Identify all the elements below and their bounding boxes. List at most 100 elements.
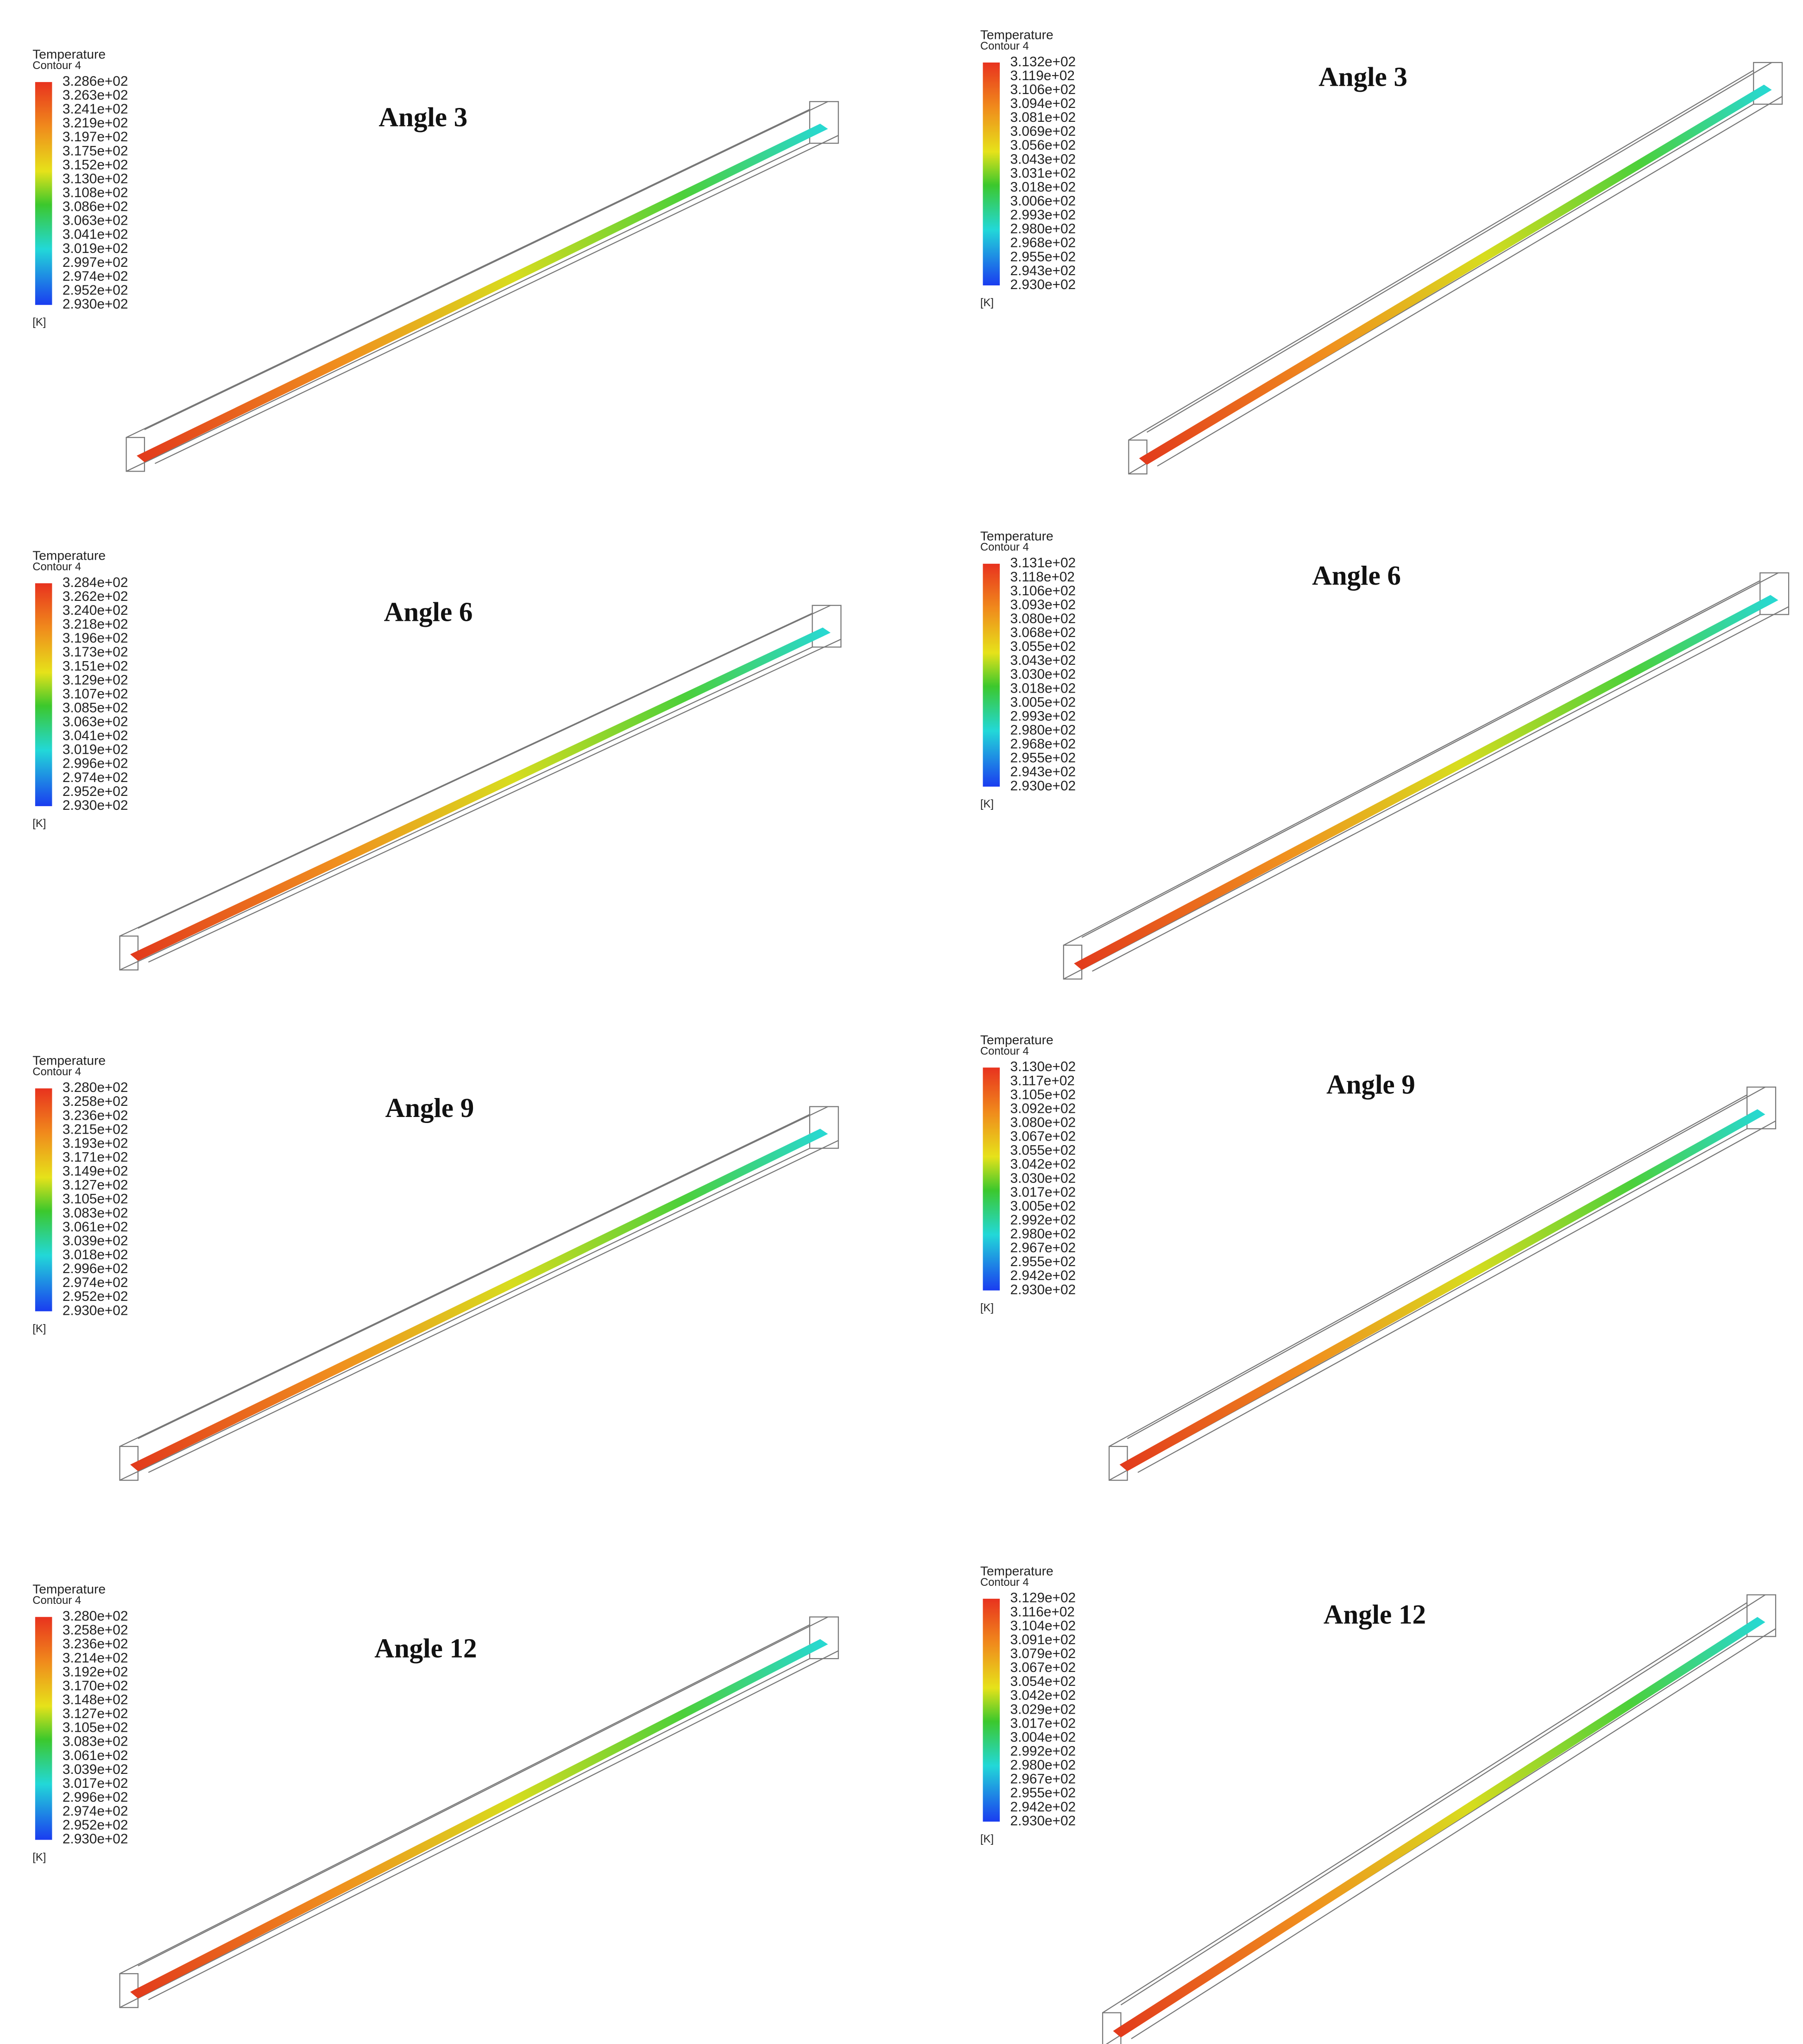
legend-label: 2.930e+02 bbox=[63, 297, 128, 312]
beam-outline bbox=[148, 1650, 839, 2000]
legend-label: 3.041e+02 bbox=[63, 728, 128, 744]
beam-outline bbox=[1131, 1628, 1776, 2039]
legend-label: 3.258e+02 bbox=[63, 1622, 128, 1638]
legend-label: 2.930e+02 bbox=[63, 798, 128, 813]
legend-label: 2.997e+02 bbox=[63, 255, 128, 270]
legend-label: 3.055e+02 bbox=[1010, 639, 1076, 654]
legend-label: 3.039e+02 bbox=[63, 1762, 128, 1777]
legend-label: 3.196e+02 bbox=[63, 631, 128, 646]
panel-title: Angle 3 bbox=[378, 102, 467, 132]
panel-title: Angle 12 bbox=[1324, 1599, 1426, 1629]
legend-label: 3.131e+02 bbox=[1010, 555, 1076, 571]
legend-title: Temperature bbox=[32, 548, 106, 562]
legend-label: 3.240e+02 bbox=[63, 603, 128, 618]
legend-title: Temperature bbox=[32, 1054, 106, 1068]
legend-label: 3.104e+02 bbox=[1010, 1618, 1076, 1634]
legend-label: 3.152e+02 bbox=[63, 157, 128, 172]
beam-outline bbox=[148, 638, 841, 963]
legend-label: 3.061e+02 bbox=[63, 1219, 128, 1235]
legend-label: 3.042e+02 bbox=[1010, 1157, 1076, 1172]
legend-label: 3.069e+02 bbox=[1010, 124, 1076, 139]
legend-label: 3.215e+02 bbox=[63, 1122, 128, 1137]
legend-label: 3.017e+02 bbox=[63, 1776, 128, 1791]
legend-label: 2.980e+02 bbox=[1010, 1758, 1076, 1773]
legend-label: 3.119e+02 bbox=[1010, 68, 1075, 83]
legend-label: 3.054e+02 bbox=[1010, 1674, 1076, 1689]
color-bar bbox=[35, 1617, 52, 1840]
legend-label: 3.108e+02 bbox=[63, 185, 128, 201]
legend-label: 3.236e+02 bbox=[63, 1108, 128, 1123]
legend-title: Temperature bbox=[980, 529, 1053, 543]
legend-subtitle: Contour 4 bbox=[980, 1576, 1029, 1589]
legend-label: 3.192e+02 bbox=[63, 1664, 128, 1679]
beam-contour bbox=[130, 1129, 828, 1471]
panel-title: Angle 3 bbox=[1318, 62, 1407, 92]
beam-end bbox=[1746, 1594, 1777, 1637]
beam-outline bbox=[1128, 69, 1754, 441]
legend-label: 3.263e+02 bbox=[63, 88, 128, 103]
legend-label: 3.068e+02 bbox=[1010, 625, 1076, 640]
legend-label: 2.943e+02 bbox=[1010, 263, 1076, 278]
legend-label: 3.004e+02 bbox=[1010, 1729, 1076, 1745]
legend-label: 2.996e+02 bbox=[63, 1261, 128, 1276]
legend-label: 2.980e+02 bbox=[1010, 1226, 1076, 1242]
legend-label: 3.018e+02 bbox=[1010, 681, 1076, 696]
legend-label: 2.943e+02 bbox=[1010, 764, 1076, 780]
legend-label: 3.031e+02 bbox=[1010, 165, 1076, 181]
legend-label: 3.005e+02 bbox=[1010, 1199, 1076, 1214]
beam-outline bbox=[138, 1616, 828, 1967]
legend-label: 2.996e+02 bbox=[63, 756, 128, 771]
legend-label: 3.091e+02 bbox=[1010, 1632, 1076, 1647]
legend-label: 3.106e+02 bbox=[1010, 82, 1076, 97]
legend-label: 3.018e+02 bbox=[63, 1247, 128, 1262]
legend-unit: [K] bbox=[980, 297, 994, 309]
legend-title: Temperature bbox=[980, 27, 1053, 42]
color-bar bbox=[983, 563, 1000, 787]
color-bar bbox=[35, 583, 52, 807]
legend-label: 2.974e+02 bbox=[63, 770, 128, 785]
beam-outline bbox=[1092, 606, 1789, 972]
beam-contour bbox=[1074, 595, 1778, 970]
legend-label: 2.974e+02 bbox=[63, 1275, 128, 1290]
legend-label: 3.116e+02 bbox=[1010, 1604, 1075, 1620]
legend-unit: [K] bbox=[980, 1833, 994, 1845]
legend-unit: [K] bbox=[32, 1322, 46, 1335]
beam-outline bbox=[126, 109, 810, 438]
legend-label: 3.151e+02 bbox=[63, 658, 128, 674]
legend-label: 3.019e+02 bbox=[63, 241, 128, 256]
legend-title: Temperature bbox=[980, 1564, 1053, 1578]
legend-label: 3.043e+02 bbox=[1010, 653, 1076, 668]
beam-outline bbox=[144, 101, 828, 430]
beam-outline bbox=[120, 1624, 810, 1975]
legend-subtitle: Contour 4 bbox=[980, 541, 1029, 554]
legend-label: 3.030e+02 bbox=[1010, 1171, 1076, 1186]
color-bar bbox=[35, 82, 52, 305]
legend-label: 3.005e+02 bbox=[1010, 694, 1076, 710]
legend-label: 3.080e+02 bbox=[1010, 611, 1076, 626]
legend-label: 3.127e+02 bbox=[63, 1706, 128, 1722]
legend-label: 3.063e+02 bbox=[63, 714, 128, 730]
legend-label: 2.955e+02 bbox=[1010, 1785, 1076, 1801]
legend-label: 3.193e+02 bbox=[63, 1136, 128, 1151]
beam-contour bbox=[1113, 1617, 1765, 2038]
legend-label: 2.930e+02 bbox=[1010, 1282, 1076, 1297]
beam-outline bbox=[154, 135, 839, 464]
beam-outline bbox=[138, 1106, 828, 1439]
beam-outline bbox=[148, 1140, 839, 1473]
beam-end bbox=[1759, 572, 1790, 615]
beam-outline bbox=[1157, 96, 1783, 467]
beam-contour bbox=[1139, 84, 1772, 465]
legend-unit: [K] bbox=[32, 1851, 46, 1863]
legend-label: 3.042e+02 bbox=[1010, 1688, 1076, 1703]
panel-title: Angle 12 bbox=[374, 1633, 477, 1663]
legend-label: 3.127e+02 bbox=[63, 1178, 128, 1193]
legend-label: 2.993e+02 bbox=[1010, 208, 1076, 223]
legend-label: 2.992e+02 bbox=[1010, 1743, 1076, 1759]
legend-label: 2.974e+02 bbox=[63, 1804, 128, 1819]
